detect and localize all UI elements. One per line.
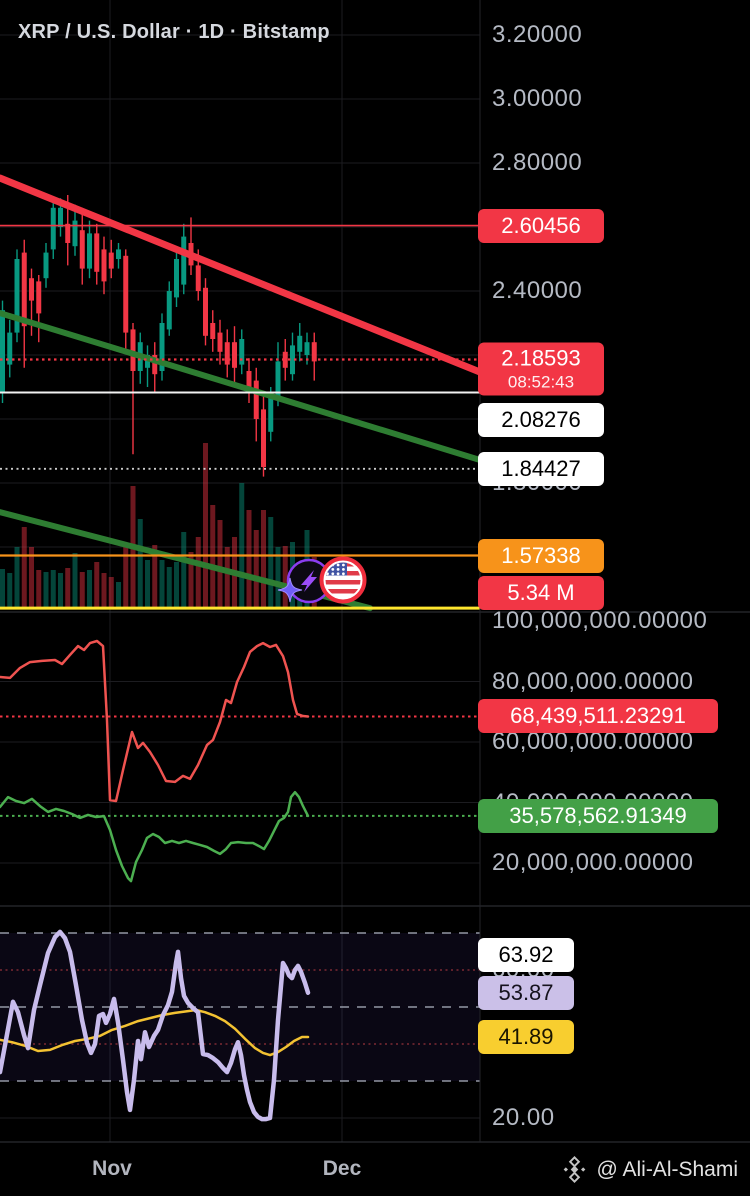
candle-body (65, 223, 71, 243)
volume-bar (246, 510, 252, 607)
candle-body (246, 371, 252, 391)
candle-body (195, 265, 201, 291)
descending-channel-line[interactable] (0, 310, 483, 463)
rsi-line (0, 929, 311, 1122)
volume-bar (203, 443, 208, 607)
volume-bar (123, 543, 129, 607)
watermark-handle: @ Ali-Al-Shami (596, 1157, 738, 1181)
candle-body (50, 207, 56, 250)
volume-bar (79, 572, 85, 607)
volume-bar (181, 532, 187, 607)
volume-bar (36, 570, 42, 607)
watermark: @ Ali-Al-Shami (561, 1156, 738, 1183)
candle-body (232, 342, 237, 368)
candle-body (268, 396, 274, 432)
volume-bar (145, 560, 150, 607)
buy-volume-line (0, 790, 310, 883)
candle-body (145, 355, 150, 368)
volume-bar (152, 545, 158, 607)
candle-body (123, 255, 129, 333)
candle-body (261, 409, 266, 467)
volume-bar (87, 570, 92, 607)
candle-body (0, 310, 5, 394)
candle-body (159, 323, 165, 371)
volume-bar (108, 577, 114, 607)
volume-bar (268, 517, 274, 607)
candle-body (210, 323, 216, 339)
candle-body (72, 220, 78, 247)
candle-body (166, 291, 172, 330)
candle-body (130, 329, 136, 371)
candle-body (58, 207, 63, 227)
candle-body (108, 252, 114, 269)
volume-bar (217, 520, 223, 607)
candle-body (79, 230, 85, 269)
time-axis-label[interactable]: Nov (92, 1157, 132, 1180)
candle-body (217, 332, 223, 352)
candle-body (203, 287, 208, 336)
candle-body (14, 259, 20, 333)
volume-bar (174, 562, 179, 607)
time-axis-label[interactable]: Dec (322, 1157, 362, 1180)
candle-body (36, 281, 42, 314)
volume-bar (14, 547, 20, 607)
volume-bar (224, 547, 230, 607)
candle-body (297, 335, 303, 352)
volume-bar (43, 572, 49, 607)
volume-bar (195, 537, 201, 607)
volume-bar (101, 573, 107, 607)
descending-resistance-line[interactable] (0, 174, 486, 377)
binance-diamond-icon (564, 1156, 586, 1183)
volume-bar (239, 483, 245, 607)
candle-body (29, 278, 34, 301)
volume-bar (159, 560, 165, 607)
candle-body (174, 259, 179, 298)
candle-body (21, 252, 27, 327)
candle-body (290, 345, 295, 375)
candle-body (181, 236, 187, 285)
us-flag-event-icon[interactable] (319, 556, 367, 604)
volume-bar (65, 568, 71, 607)
candle-body (311, 342, 317, 362)
candle-body (239, 339, 245, 365)
volume-bar (7, 573, 13, 607)
candle-body (152, 355, 158, 375)
volume-bar (72, 553, 78, 607)
volume-bar (29, 547, 34, 607)
candle-body (116, 249, 121, 259)
candle-body (275, 361, 281, 397)
candle-body (87, 233, 92, 269)
volume-bar (282, 546, 288, 607)
candle-body (253, 380, 259, 419)
volume-bar (137, 519, 143, 607)
sell-volume-line (0, 639, 310, 803)
volume-bar (166, 567, 172, 607)
candle-body (224, 342, 230, 365)
volume-bar (0, 569, 5, 607)
candle-body (94, 233, 100, 272)
candle-body (43, 252, 49, 279)
volume-bar (21, 527, 27, 607)
symbol-title: XRP / U.S. Dollar · 1D · Bitstamp (18, 21, 330, 43)
volume-bar (188, 552, 194, 607)
candle-body (101, 249, 107, 282)
rsi-ma-line (0, 1008, 310, 1057)
volume-bar (116, 582, 121, 607)
volume-bar (94, 562, 100, 607)
volume-bar (58, 573, 63, 607)
volume-bar (50, 570, 56, 607)
volume-bar (261, 510, 266, 607)
candle-body (7, 332, 13, 365)
candle-body (304, 342, 310, 355)
candle-body (282, 351, 288, 368)
volume-bar (253, 530, 259, 607)
volume-bar (275, 547, 281, 607)
